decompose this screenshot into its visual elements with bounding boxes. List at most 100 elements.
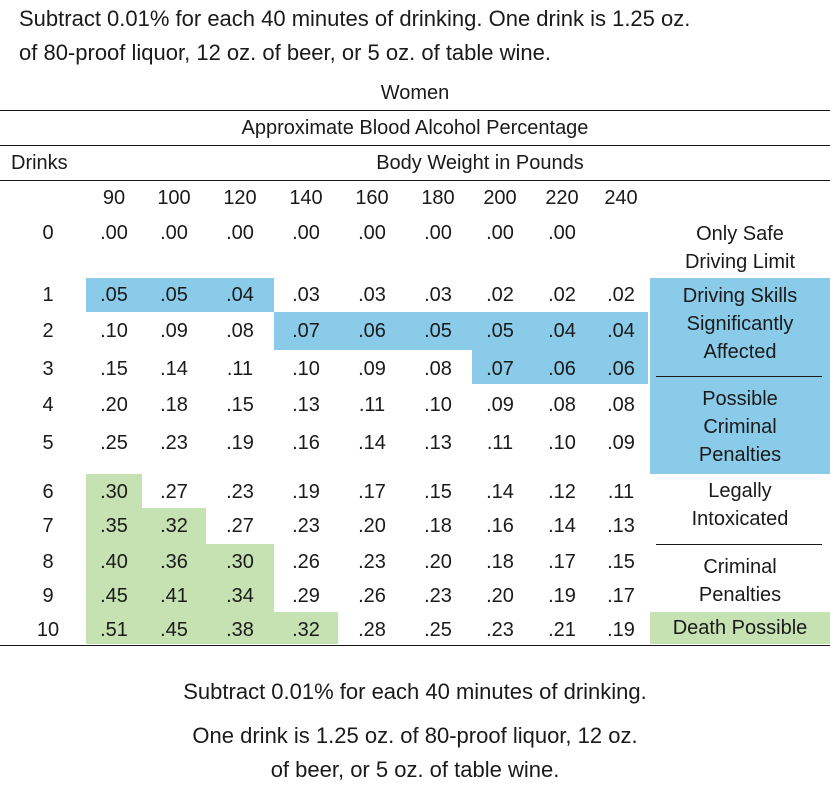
bac-cell: .05 bbox=[486, 320, 514, 342]
weight-header-90: 90 bbox=[102, 187, 126, 209]
bac-cell: .05 bbox=[424, 320, 452, 342]
drinks-count: 1 bbox=[42, 284, 54, 306]
bac-cell: .10 bbox=[292, 358, 320, 380]
bac-cell: .32 bbox=[292, 619, 320, 641]
bac-cell: .06 bbox=[358, 320, 386, 342]
weight-header-180: 180 bbox=[421, 187, 455, 209]
highlight-blue-row2 bbox=[274, 312, 472, 350]
bac-cell: .23 bbox=[358, 551, 386, 573]
weight-header-160: 160 bbox=[355, 187, 389, 209]
bac-cell: .15 bbox=[100, 358, 128, 380]
highlight-green-col3 bbox=[206, 544, 274, 644]
bac-cell: .19 bbox=[607, 619, 635, 641]
label-death-possible: Death Possible bbox=[672, 617, 808, 639]
bac-cell: .19 bbox=[226, 432, 254, 454]
bac-cell: .10 bbox=[548, 432, 576, 454]
drinks-label: Drinks bbox=[11, 152, 68, 174]
bac-cell: .11 bbox=[358, 394, 386, 416]
bac-cell: .10 bbox=[424, 394, 452, 416]
label-driving-skills-line-2: Significantly bbox=[686, 313, 794, 335]
label-criminal-penalties-line-1: Criminal bbox=[703, 556, 777, 578]
bac-cell: .21 bbox=[548, 619, 576, 641]
bac-cell: .25 bbox=[100, 432, 128, 454]
rule-bottom bbox=[0, 645, 830, 646]
table-subtitle: Approximate Blood Alcohol Percentage bbox=[241, 117, 589, 139]
bac-cell: .34 bbox=[226, 585, 254, 607]
drinks-count: 4 bbox=[42, 394, 54, 416]
bac-cell: .20 bbox=[486, 585, 514, 607]
bac-cell: .30 bbox=[100, 481, 128, 503]
bac-cell: .00 bbox=[486, 222, 514, 244]
bac-cell: .15 bbox=[607, 551, 635, 573]
drinks-count: 10 bbox=[36, 619, 60, 641]
bac-cell: .13 bbox=[292, 394, 320, 416]
bac-cell: .23 bbox=[226, 481, 254, 503]
bac-cell: .05 bbox=[100, 284, 128, 306]
weight-header-120: 120 bbox=[223, 187, 257, 209]
bac-cell: .02 bbox=[607, 284, 635, 306]
label-separator-1 bbox=[656, 376, 822, 377]
weight-header-240: 240 bbox=[604, 187, 638, 209]
label-criminal-penalties: Criminal Penalties bbox=[650, 553, 830, 609]
drinks-count: 3 bbox=[42, 358, 54, 380]
drinks-count: 7 bbox=[42, 515, 54, 537]
highlight-green-col4 bbox=[274, 612, 338, 644]
rule-subtitle bbox=[0, 145, 830, 146]
bac-cell: .07 bbox=[486, 358, 514, 380]
label-possible-criminal: Possible Criminal Penalties bbox=[650, 385, 830, 469]
table-title: Women bbox=[380, 82, 450, 104]
bac-cell: .15 bbox=[226, 394, 254, 416]
bac-cell: .13 bbox=[424, 432, 452, 454]
bac-cell: .14 bbox=[486, 481, 514, 503]
bac-cell: .25 bbox=[424, 619, 452, 641]
table-title-row: Women bbox=[0, 76, 830, 110]
drinks-count: 6 bbox=[42, 481, 54, 503]
bac-cell: .17 bbox=[548, 551, 576, 573]
top-note: Subtract 0.01% for each 40 minutes of dr… bbox=[19, 2, 819, 70]
bac-cell: .02 bbox=[548, 284, 576, 306]
label-driving-skills: Driving Skills Significantly Affected bbox=[650, 282, 830, 366]
label-criminal-penalties-line-2: Penalties bbox=[698, 584, 782, 606]
rule-top bbox=[0, 110, 830, 111]
bac-cell: .08 bbox=[607, 394, 635, 416]
bac-cell: .19 bbox=[292, 481, 320, 503]
bac-cell: .00 bbox=[160, 222, 188, 244]
label-legally-intoxicated: Legally Intoxicated bbox=[650, 477, 830, 533]
bac-cell: .28 bbox=[358, 619, 386, 641]
weight-header-220: 220 bbox=[545, 187, 579, 209]
bac-cell: .15 bbox=[424, 481, 452, 503]
bac-cell: .29 bbox=[292, 585, 320, 607]
label-driving-skills-line-1: Driving Skills bbox=[682, 285, 798, 307]
bottom-note-line-2: One drink is 1.25 oz. of 80-proof liquor… bbox=[192, 723, 638, 748]
bac-cell: .09 bbox=[607, 432, 635, 454]
highlight-blue-row2-3 bbox=[472, 312, 648, 384]
top-note-line-1: Subtract 0.01% for each 40 minutes of dr… bbox=[19, 6, 691, 31]
label-legally-intoxicated-line-1: Legally bbox=[708, 480, 772, 502]
bac-cell: .16 bbox=[486, 515, 514, 537]
bac-cell: .03 bbox=[424, 284, 452, 306]
bac-cell: .26 bbox=[292, 551, 320, 573]
bac-cell: .09 bbox=[160, 320, 188, 342]
bac-cell: .13 bbox=[607, 515, 635, 537]
label-possible-criminal-line-3: Penalties bbox=[698, 444, 782, 466]
bac-cell: .08 bbox=[548, 394, 576, 416]
label-only-safe-line-1: Only Safe bbox=[696, 223, 784, 245]
highlight-green-label bbox=[650, 612, 830, 644]
bac-cell: .38 bbox=[226, 619, 254, 641]
highlight-blue-row1 bbox=[86, 278, 274, 312]
body-weight-label: Body Weight in Pounds bbox=[376, 152, 584, 174]
bac-cell: .09 bbox=[358, 358, 386, 380]
bac-cell: .11 bbox=[607, 481, 635, 503]
label-possible-criminal-line-2: Criminal bbox=[703, 416, 777, 438]
label-separator-2 bbox=[656, 544, 822, 545]
bac-cell: .23 bbox=[486, 619, 514, 641]
bac-cell: .06 bbox=[548, 358, 576, 380]
bac-cell: .09 bbox=[486, 394, 514, 416]
table-header-row: Drinks Body Weight in Pounds bbox=[0, 146, 830, 180]
bac-cell: .40 bbox=[100, 551, 128, 573]
bac-cell: .12 bbox=[548, 481, 576, 503]
bac-cell: .27 bbox=[160, 481, 188, 503]
bac-cell: .17 bbox=[358, 481, 386, 503]
bac-cell: .18 bbox=[424, 515, 452, 537]
label-legally-intoxicated-line-2: Intoxicated bbox=[691, 508, 789, 530]
